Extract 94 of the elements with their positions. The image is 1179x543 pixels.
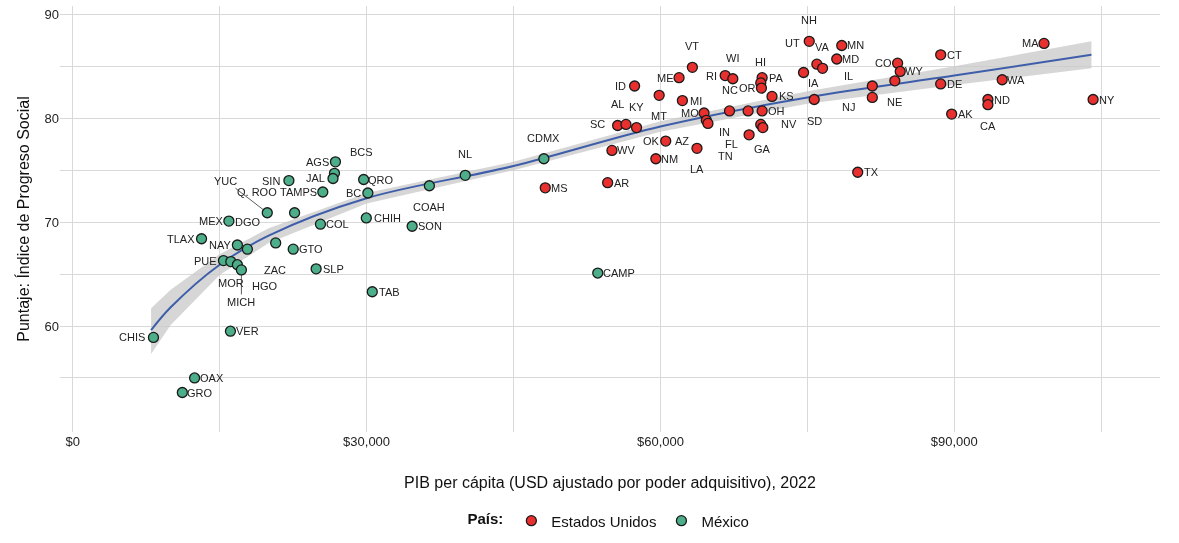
annotation: PA — [769, 72, 784, 84]
annotation: ME — [657, 72, 674, 84]
annotation: AK — [958, 108, 974, 120]
annotation: MN — [847, 39, 865, 51]
annotation: OR — [739, 82, 756, 94]
annotation: MD — [842, 53, 860, 65]
annotation: YUC — [214, 175, 238, 187]
annotation: NH — [801, 14, 817, 26]
annotation: TAB — [379, 286, 400, 298]
annotation: GA — [754, 143, 771, 155]
annotation: SON — [418, 220, 442, 232]
annotation: SC — [590, 118, 606, 130]
annotation: COL — [326, 218, 349, 230]
annotation: TX — [864, 166, 879, 178]
annotation: IA — [808, 77, 820, 89]
annotation: NM — [661, 153, 679, 165]
annotation: WA — [1007, 74, 1025, 86]
annotation: BCS — [350, 146, 373, 158]
annotation: NE — [887, 96, 903, 108]
y-tick-label: 90 — [44, 6, 59, 22]
annotation: NY — [1099, 94, 1115, 106]
annotation: DGO — [235, 216, 261, 228]
annotation: NC — [722, 84, 738, 96]
y-tick-label: 70 — [44, 214, 59, 230]
annotation: NAY — [209, 239, 232, 251]
annotation: ZAC — [264, 264, 287, 276]
annotation: MT — [651, 110, 668, 122]
annotation: CA — [980, 120, 996, 132]
annotation: TN — [718, 150, 733, 162]
annotation: OK — [643, 135, 660, 147]
annotation: TAMPS — [280, 186, 318, 198]
annotation: VT — [685, 40, 700, 52]
annotation: GTO — [299, 243, 324, 255]
annotation: ID — [615, 80, 627, 92]
annotation: MA — [1022, 37, 1040, 49]
annotation: QRO — [368, 174, 394, 186]
annotation: KY — [629, 101, 645, 113]
annotation: CO — [875, 57, 892, 69]
x-tick-label: $60,000 — [636, 434, 684, 449]
annotation: WY — [905, 65, 924, 77]
annotation: SLP — [323, 263, 344, 275]
annotation: LA — [690, 163, 705, 175]
y-tick-label: 60 — [44, 318, 59, 334]
annotation: MI — [690, 95, 703, 107]
legend-label: Estados Unidos — [551, 512, 657, 530]
annotation: MICH — [227, 296, 256, 308]
annotation: NL — [458, 148, 473, 160]
annotation: MS — [551, 182, 568, 194]
annotation: DE — [947, 78, 963, 90]
x-tick-label: $90,000 — [930, 434, 978, 449]
annotation: AR — [614, 177, 630, 189]
annotation: SD — [807, 115, 823, 127]
annotation: WV — [617, 144, 636, 156]
annotation: CDMX — [527, 132, 561, 144]
annotation: JAL — [306, 172, 325, 184]
annotation: HI — [755, 56, 766, 68]
annotation: HGO — [252, 280, 278, 292]
annotation: OH — [768, 105, 785, 117]
annotation: WI — [726, 52, 740, 64]
annotation: NJ — [842, 101, 856, 113]
annotation: TLAX — [167, 233, 196, 245]
annotation: GRO — [187, 387, 213, 399]
annotation: RI — [706, 70, 717, 82]
x-tick-label: $30,000 — [343, 434, 391, 449]
annotation: CAMP — [603, 267, 635, 279]
annotation: MO — [681, 107, 700, 119]
annotation: NV — [781, 118, 797, 130]
annotation: VA — [815, 41, 830, 53]
annotation: MEX — [199, 215, 224, 227]
annotation: UT — [785, 37, 800, 49]
legend-label: México — [701, 512, 749, 530]
annotation: VER — [236, 325, 259, 337]
x-tick-label: $0 — [65, 434, 80, 449]
annotation: CHIS — [119, 331, 146, 343]
x-axis-title: PIB per cápita (USD ajustado por poder adquisitivo), 2022 — [404, 473, 816, 491]
annotation: KS — [779, 90, 794, 102]
annotation: IL — [844, 70, 854, 82]
annotation: CT — [947, 49, 962, 61]
y-axis-title: Puntaje: Índice de Progreso Social — [14, 96, 33, 342]
legend-title: País: — [467, 509, 504, 527]
annotation: COAH — [413, 201, 445, 213]
annotation: IN — [719, 126, 731, 138]
annotation: FL — [725, 138, 738, 150]
annotation: ND — [994, 94, 1010, 106]
annotation: SIN — [262, 175, 281, 187]
y-tick-label: 80 — [44, 110, 59, 126]
annotation: OAX — [200, 372, 224, 384]
annotation: AZ — [675, 135, 690, 147]
annotation: Q. ROO — [237, 186, 278, 198]
annotation: PUE — [194, 255, 217, 267]
annotation: CHIH — [374, 212, 401, 224]
annotation: BC — [346, 187, 362, 199]
annotation: AL — [611, 98, 625, 110]
annotation: AGS — [306, 156, 330, 168]
